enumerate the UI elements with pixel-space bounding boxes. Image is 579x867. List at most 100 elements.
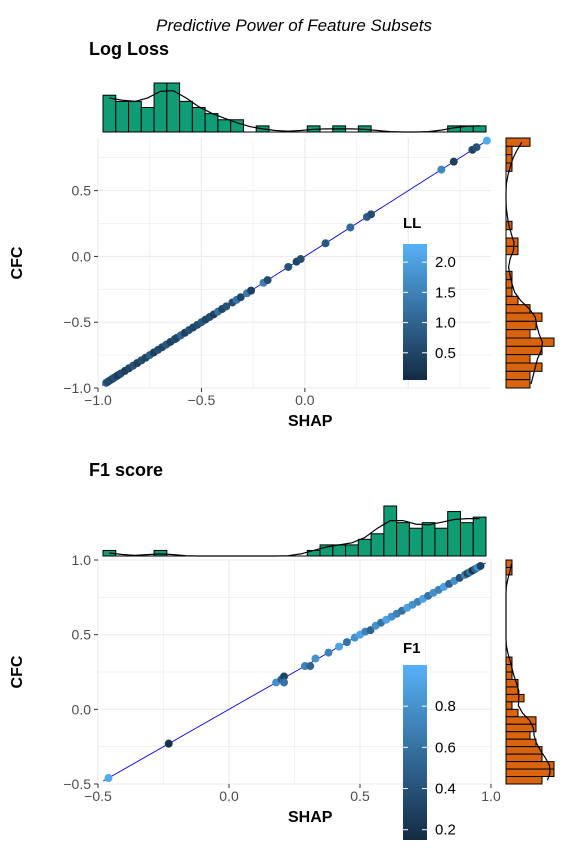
- right-hist-bar: [505, 776, 543, 785]
- top-density-curve: [109, 90, 480, 133]
- top-hist-bar: [345, 544, 359, 557]
- y-tick-label: 0.5: [72, 627, 92, 643]
- chart-f1-score: F1 score −0.5 0.0 0.5 1.0 −0.5 0.0 0.5 1.0 SHAP CF…: [9, 460, 555, 840]
- panel-title: Log Loss: [89, 39, 169, 59]
- right-hist-bar: [505, 237, 519, 247]
- y-tick-label: −0.5: [63, 314, 91, 330]
- data-point: [236, 293, 245, 302]
- right-hist-bar: [505, 329, 531, 339]
- right-hist-bar: [505, 154, 513, 164]
- data-point: [280, 678, 289, 687]
- right-hist-bar: [505, 354, 531, 364]
- top-histogram: [102, 505, 487, 557]
- data-point: [366, 626, 375, 635]
- legend-tick-label: 0.8: [435, 698, 456, 715]
- legend-tick-label: 0.6: [435, 739, 456, 756]
- data-point: [222, 302, 231, 311]
- x-axis-label: SHAP: [288, 809, 333, 826]
- y-tick-label: 0.0: [72, 701, 92, 717]
- x-axis-label: SHAP: [288, 413, 333, 430]
- data-point: [306, 662, 315, 671]
- right-hist-bar: [505, 761, 555, 770]
- chart-log-loss: Log Loss −1.0 −0.5 0.0 −1.0 −0.5 0.0 0.5 SHAP CFC…: [9, 39, 555, 430]
- top-hist-bar: [396, 522, 410, 557]
- right-density-curve: [505, 141, 544, 384]
- data-point: [324, 648, 333, 657]
- data-point: [164, 739, 173, 748]
- colorbar-legend: F1 0.2 0.4 0.6 0.8: [403, 640, 456, 840]
- y-tick-label: −0.5: [63, 776, 91, 792]
- right-hist-bar: [505, 345, 543, 356]
- data-point: [437, 165, 446, 174]
- legend-title: LL: [403, 215, 421, 232]
- top-density-curve: [109, 518, 480, 557]
- right-hist-bar: [505, 753, 543, 763]
- right-hist-bar: [505, 738, 537, 748]
- top-hist-bar: [370, 533, 385, 557]
- top-hist-bar: [153, 549, 168, 557]
- top-hist-bar: [447, 511, 461, 557]
- data-point: [284, 262, 293, 271]
- y-tick-label: 1.0: [72, 552, 92, 568]
- x-tick-label: 0.0: [295, 392, 315, 408]
- data-point: [335, 642, 344, 651]
- legend-tick-label: 2.0: [435, 254, 456, 271]
- data-point: [311, 654, 320, 663]
- data-point: [280, 672, 289, 681]
- top-hist-bar: [102, 94, 117, 133]
- right-hist-bar: [505, 320, 537, 331]
- right-histogram: [505, 559, 555, 785]
- top-hist-bar: [179, 100, 193, 133]
- top-hist-bar: [332, 544, 347, 557]
- colorbar: [403, 244, 427, 380]
- data-point: [449, 157, 458, 166]
- top-hist-bar: [357, 538, 372, 557]
- right-hist-bar: [505, 295, 519, 306]
- data-point: [342, 638, 351, 647]
- right-hist-bar: [505, 701, 513, 710]
- data-point: [346, 223, 355, 232]
- legend-tick-label: 1.0: [435, 315, 456, 332]
- colorbar-legend: LL 0.5 1.0 1.5 2.0: [403, 215, 456, 380]
- top-hist-bar: [472, 516, 487, 557]
- x-tick-label: −0.5: [84, 788, 112, 804]
- data-point: [472, 143, 481, 152]
- top-hist-bar: [408, 527, 423, 557]
- top-hist-bar: [140, 107, 155, 133]
- data-point: [321, 239, 330, 248]
- x-tick-label: −0.5: [188, 392, 216, 408]
- right-hist-bar: [505, 693, 525, 703]
- right-hist-bar: [505, 312, 543, 322]
- data-point: [476, 561, 485, 570]
- legend-title: F1: [403, 640, 421, 657]
- legend-tick-label: 0.4: [435, 781, 456, 798]
- data-point: [104, 774, 113, 783]
- top-hist-bar: [383, 505, 398, 557]
- top-hist-bar: [217, 119, 232, 133]
- right-hist-bar: [505, 370, 531, 381]
- top-hist-bar: [472, 125, 487, 133]
- y-axis-label: CFC: [9, 246, 26, 279]
- panel-title: F1 score: [89, 460, 163, 480]
- top-hist-bar: [459, 522, 474, 557]
- right-hist-bar: [505, 379, 531, 389]
- right-hist-bar: [505, 287, 513, 297]
- x-tick-label: 0.0: [219, 788, 239, 804]
- data-point: [367, 210, 376, 219]
- data-point: [247, 286, 256, 295]
- right-hist-bar: [505, 708, 519, 718]
- data-point: [263, 276, 272, 285]
- x-tick-label: −1.0: [84, 392, 112, 408]
- y-tick-label: −1.0: [63, 380, 91, 396]
- right-density-curve: [505, 563, 551, 781]
- right-hist-bar: [505, 137, 531, 147]
- y-tick-label: 0.0: [72, 248, 92, 264]
- figure-title: Predictive Power of Feature Subsets: [156, 16, 432, 35]
- right-hist-bar: [505, 145, 513, 156]
- right-hist-bar: [505, 731, 531, 740]
- top-hist-bar: [115, 100, 130, 133]
- right-hist-bar: [505, 671, 513, 680]
- legend-tick-label: 0.2: [435, 822, 456, 839]
- right-hist-bar: [505, 768, 555, 778]
